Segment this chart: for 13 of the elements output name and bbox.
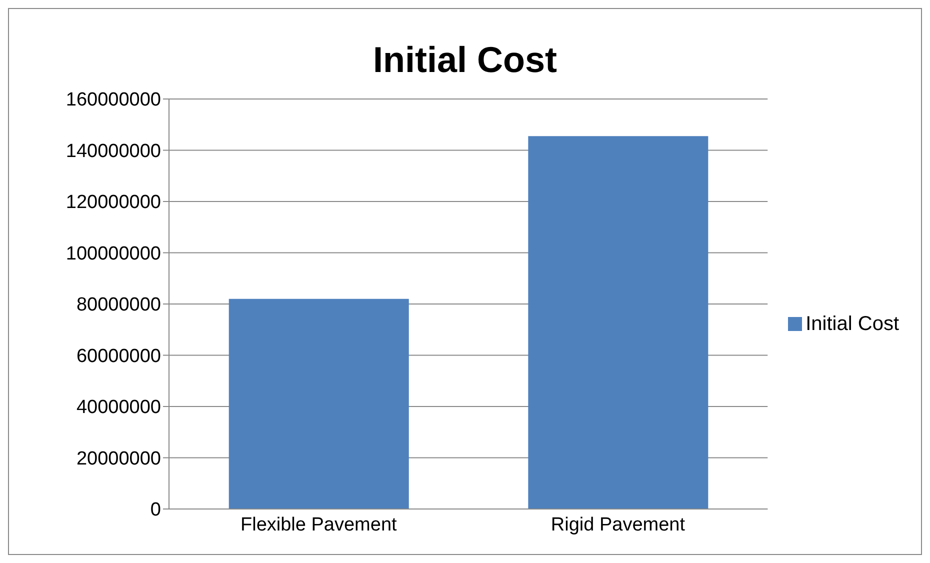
- y-tick-label: 0: [150, 500, 161, 521]
- x-tick-label: Rigid Pavement: [550, 514, 686, 536]
- y-tick-label: 160000000: [66, 90, 161, 111]
- x-tick-label: Flexible Pavement: [240, 514, 398, 536]
- y-tick-label: 140000000: [66, 140, 161, 162]
- legend-label: Initial Cost: [806, 312, 899, 334]
- chart-title: Initial Cost: [372, 38, 558, 82]
- y-tick-label: 80000000: [76, 294, 161, 316]
- y-tick-label: 60000000: [76, 346, 161, 367]
- y-tick-label: 100000000: [66, 243, 161, 264]
- y-tick-label: 40000000: [76, 397, 161, 418]
- y-tick-label: 120000000: [66, 192, 161, 214]
- y-tick-label: 20000000: [76, 448, 161, 470]
